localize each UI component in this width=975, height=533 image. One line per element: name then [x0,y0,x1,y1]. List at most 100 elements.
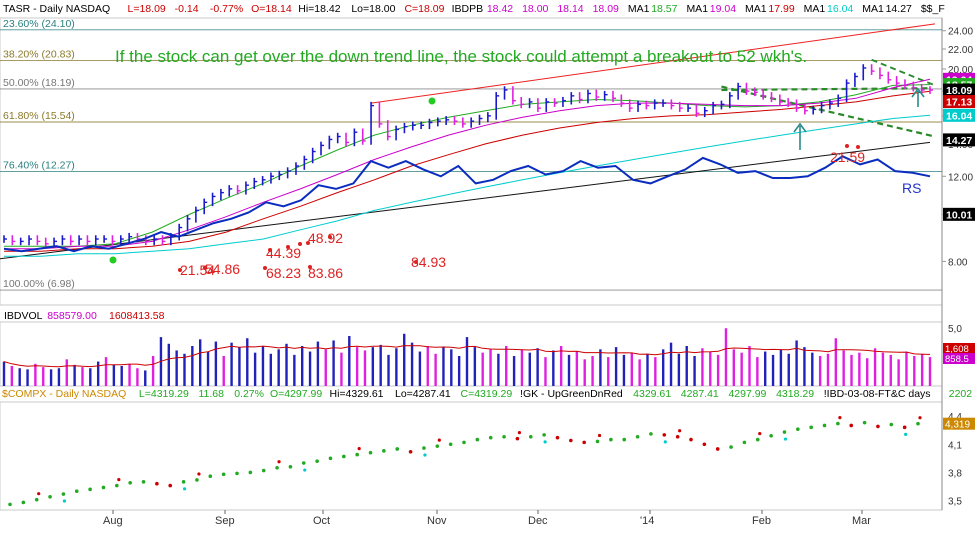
index-marker [435,444,440,448]
price-tick-label: 12.00 [948,172,973,183]
volume-badge-text: 858.5 [945,354,969,365]
index-signal-dot [918,416,922,420]
index-signal-dot [62,499,67,503]
index-marker [782,430,787,434]
index-marker [555,435,560,440]
signal-dot [109,256,117,264]
index-marker [809,425,813,430]
price-axis: 24.0022.0020.0018.0016.0014.0012.008.001… [943,27,975,268]
index-marker [502,434,506,439]
x-tick-label: Dec [528,515,548,527]
header-item: TASR - Daily NASDAQ [3,3,110,15]
index-marker [288,465,293,469]
x-tick-label: Oct [313,515,330,527]
index-marker [382,449,386,453]
volume-header-item: 1608413.58 [109,310,165,322]
index-marker [862,420,867,425]
marker-dot [328,235,332,239]
index-marker [488,435,493,440]
index-marker [181,480,186,484]
price-label: 48.92 [308,230,343,246]
index-signal-dot [597,433,602,438]
index-marker [622,437,627,442]
index-marker [235,471,239,476]
index-header-item: 4318.29 [776,388,814,400]
header-item: O=18.14 [251,3,292,15]
fib-label: 61.80% (15.54) [3,110,75,122]
x-tick-label: Sep [215,515,235,527]
index-marker [675,434,680,439]
short-downtrend-line [871,58,936,87]
header-item: MA1 [745,3,767,15]
header-item: MA1 [686,3,708,15]
fib-label: 50.00% (18.19) [3,77,75,89]
index-header-item: 11.68 [198,388,224,400]
header-item: -0.14 [175,3,199,15]
index-header-item: 4297.99 [728,388,766,400]
index-marker [448,442,453,447]
header-item: 16.04 [827,3,853,15]
rs-line-path [3,155,931,253]
index-marker [141,480,146,484]
index-signal-dot [783,437,788,441]
index-signal-dot [678,429,682,433]
price-label: 21.54 [180,262,215,278]
index-badge [943,417,975,430]
fib-label: 38.20% (20.83) [3,48,75,60]
index-signal-dot [543,440,547,444]
x-tick-label: Mar [852,515,871,527]
downtrend-dashed-line [721,85,936,138]
index-marker [475,437,480,442]
volume-panel: 5,02,51,608858.5IBDVOL858579.001608413.5… [2,310,975,386]
price-panel-bg [0,17,943,306]
index-marker [395,447,400,451]
header-row: TASR - Daily NASDAQ L=18.09 -0.14 -0.77% O=1… [3,3,945,15]
index-marker [261,468,266,473]
marker-dot [845,144,849,148]
header-item: 18.57 [651,3,677,15]
price-label: 21.59 [830,149,865,165]
index-marker [542,433,546,437]
trend-lines [0,23,936,260]
header-item: Hi=18.42 [298,3,340,15]
volume-header-item: IBDVOL [4,310,43,322]
marker-dot [268,248,272,252]
volume-badge [943,343,975,354]
index-marker [48,495,52,499]
index-tick-label: 3,8 [948,468,962,479]
ma-line [4,90,931,252]
index-header-item: L=4319.29 [139,388,189,400]
index-marker [769,434,773,438]
header-item: 18.14 [557,3,583,15]
index-marker [208,474,213,478]
header-item: 18.09 [593,3,619,15]
x-tick-label: Aug [103,515,123,527]
index-tick-label: 4,1 [948,440,962,451]
index-marker [902,425,907,430]
price-badge-text: 14.27 [946,135,972,147]
index-marker [115,483,119,488]
index-marker [715,447,720,451]
index-signal-dot [517,431,522,435]
header-item: $$_F [921,3,945,15]
up-arrow-icon [793,122,807,150]
index-marker [609,437,613,442]
index-marker [221,472,226,477]
index-marker [822,423,827,428]
header-item: MA1 [804,3,826,15]
index-marker [742,440,747,445]
index-signal-dot [182,487,187,491]
index-signal-dot [197,472,201,476]
index-marker [61,492,66,496]
annotation-text: If the stock can get over the down trend… [115,47,807,66]
price-label: 68.23 [266,265,301,281]
channel-upper-line [370,23,936,104]
index-marker [248,470,253,475]
index-marker [21,500,26,505]
header-item: C=18.09 [404,3,444,15]
volume-header-item: 858579.00 [47,310,97,322]
price-badge [943,133,975,147]
